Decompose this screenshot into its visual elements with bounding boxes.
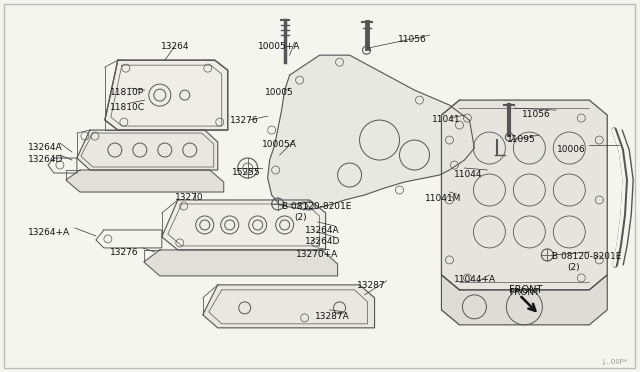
Text: 13276: 13276 (230, 116, 259, 125)
Text: 11056: 11056 (397, 35, 426, 44)
Text: J...00P*: J...00P* (602, 359, 627, 365)
Text: 10006: 10006 (557, 145, 586, 154)
Text: 11041: 11041 (431, 115, 460, 124)
Polygon shape (442, 100, 607, 290)
Text: (2): (2) (294, 213, 307, 222)
Polygon shape (203, 285, 374, 328)
Text: 13264D: 13264D (28, 155, 63, 164)
Polygon shape (442, 275, 607, 325)
Text: 11056: 11056 (522, 110, 551, 119)
Text: 13287A: 13287A (315, 312, 349, 321)
Text: 13276: 13276 (110, 248, 138, 257)
Text: 10005: 10005 (265, 88, 293, 97)
Text: 11044: 11044 (454, 170, 483, 179)
Text: 11810P: 11810P (110, 88, 144, 97)
Text: 11810C: 11810C (110, 103, 145, 112)
Text: FRONT: FRONT (509, 288, 540, 297)
Text: B 08120-8201E: B 08120-8201E (552, 252, 621, 261)
Text: 13264A: 13264A (28, 143, 63, 152)
Polygon shape (268, 55, 474, 210)
Text: 13287: 13287 (356, 281, 385, 290)
Text: 13264D: 13264D (305, 237, 340, 246)
Text: 11041M: 11041M (424, 194, 461, 203)
Text: 10005+A: 10005+A (258, 42, 300, 51)
Text: FRONT: FRONT (509, 285, 543, 295)
Text: B 08120-8201E: B 08120-8201E (282, 202, 351, 211)
Text: 11044+A: 11044+A (454, 275, 497, 284)
Text: 13264+A: 13264+A (28, 228, 70, 237)
Text: 11095: 11095 (508, 135, 536, 144)
Text: 10005A: 10005A (262, 140, 296, 149)
Polygon shape (162, 200, 326, 250)
Polygon shape (144, 250, 337, 276)
Text: 13264: 13264 (161, 42, 189, 51)
Text: 13270+A: 13270+A (296, 250, 338, 259)
Text: 15255: 15255 (232, 168, 260, 177)
Text: (2): (2) (567, 263, 580, 272)
Polygon shape (105, 60, 228, 130)
Text: 13270: 13270 (175, 193, 204, 202)
Polygon shape (66, 170, 224, 192)
Text: 13264A: 13264A (305, 226, 339, 235)
Polygon shape (77, 130, 218, 170)
